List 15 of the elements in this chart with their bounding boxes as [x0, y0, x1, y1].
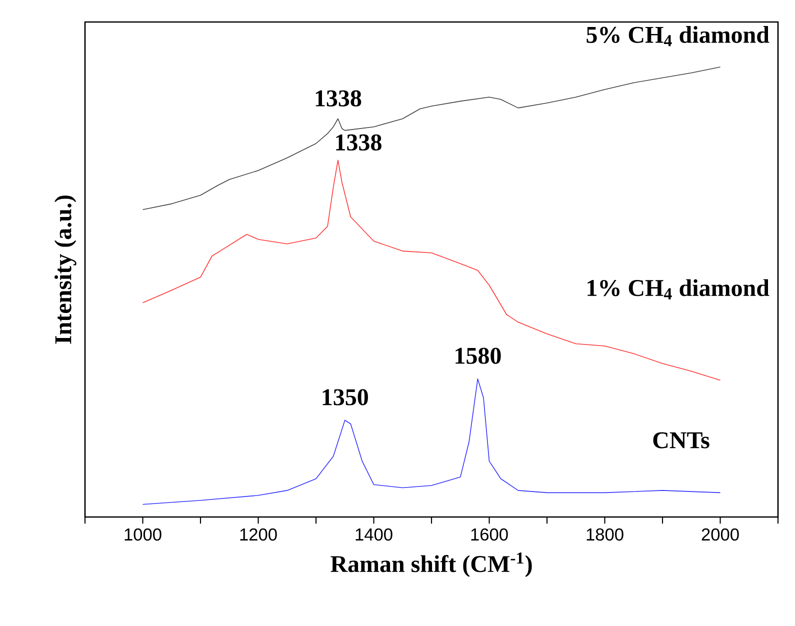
series-label: 1% CH$_{4}$ diamond [588, 279, 770, 300]
x-axis-title: Raman shift (CM$^{-1}$) [330, 552, 532, 578]
annotation: 1580 [456, 348, 501, 364]
annotation: 1338 [336, 134, 382, 151]
series-label: 5% CH$_{4}$ diamond [586, 26, 770, 46]
x-tick-label: 1200 [240, 528, 277, 541]
annotation: 1350 [322, 389, 368, 406]
x-tick-label: 1000 [124, 528, 162, 541]
annotation: 1338 [316, 90, 362, 106]
series-label: CNTs [653, 432, 710, 448]
x-tick-label: 2000 [702, 528, 739, 541]
x-tick-label: 1400 [356, 528, 392, 541]
x-tick-label: 1600 [471, 528, 508, 541]
y-axis-title: Intensity (a.u.) [54, 196, 76, 344]
x-tick-label: 1800 [586, 528, 624, 541]
